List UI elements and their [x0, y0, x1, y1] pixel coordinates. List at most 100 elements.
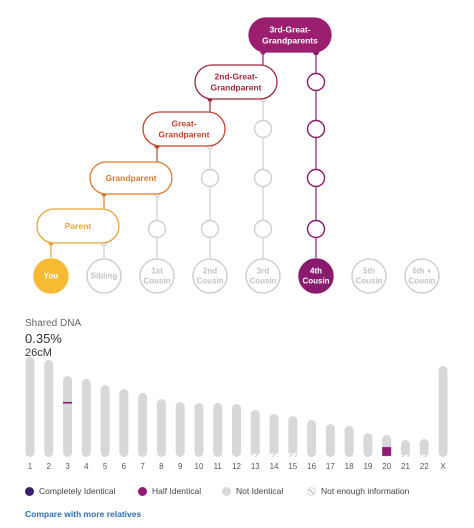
chromosome-10[interactable]: 10	[194, 403, 204, 471]
relative-label: Cousin	[249, 277, 276, 286]
legend-label: Half Identical	[152, 486, 202, 496]
chromosome-bar[interactable]	[175, 402, 185, 457]
chromosome-bar[interactable]	[232, 404, 241, 457]
chromosome-1[interactable]: 1	[25, 357, 35, 471]
chromosome-bar[interactable]	[25, 357, 35, 457]
chromosome-bar[interactable]	[194, 403, 204, 457]
chromosome-bar[interactable]	[419, 439, 429, 457]
ancestor-label: 3rd-Great-	[269, 25, 310, 35]
chromosome-bar[interactable]	[307, 420, 317, 457]
chromosome-label: 1	[28, 462, 33, 471]
chromosome-label: 16	[307, 462, 316, 471]
chromosome-2[interactable]: 2	[44, 360, 54, 471]
chromosome-label: 22	[420, 462, 429, 471]
shared-dna-label: Shared DNA	[25, 318, 82, 329]
chromosome-18[interactable]: 18	[344, 426, 354, 471]
chromosome-bar[interactable]	[119, 389, 129, 457]
chromosome-20[interactable]: 20	[382, 435, 392, 471]
chromosome-bar[interactable]	[344, 426, 354, 457]
chromosome-bar[interactable]	[213, 403, 223, 457]
relative-label: Cousin	[143, 277, 170, 286]
lineage-node	[200, 168, 220, 188]
ancestor-label: Grandparents	[262, 36, 318, 46]
legend-completely-identical: Completely Identical	[25, 486, 116, 496]
half-identical-segment	[63, 401, 73, 404]
chromosome-6[interactable]: 6	[119, 389, 129, 471]
chromosome-label: 7	[140, 462, 145, 471]
chromosome-11[interactable]: 11	[213, 403, 222, 471]
chromosome-bar[interactable]	[63, 376, 73, 457]
chromosome-bar[interactable]	[250, 410, 260, 457]
chromosome-X[interactable]: X	[438, 366, 448, 471]
relative-node[interactable]: 6th +Cousin	[404, 258, 440, 294]
relative-label: Cousin	[302, 277, 329, 286]
legend-label: Completely Identical	[39, 486, 116, 496]
chromosome-bar[interactable]	[81, 379, 91, 457]
ancestor-node: Parent	[36, 208, 120, 244]
chromosome-bar[interactable]	[363, 433, 373, 457]
chromosome-bar[interactable]	[325, 424, 335, 457]
chromosome-bar[interactable]	[400, 440, 410, 457]
legend-not-identical: Not Identical	[222, 486, 283, 496]
chromosome-label: 5	[103, 462, 108, 471]
shared-dna-percent: 0.35%	[25, 331, 62, 346]
chromosome-19[interactable]: 19	[363, 433, 373, 471]
ancestor-label: Parent	[65, 221, 92, 231]
chromosome-bar[interactable]	[156, 399, 166, 457]
ancestor-label: 2nd-Great-	[215, 72, 258, 82]
chromosome-label: 6	[122, 462, 127, 471]
chromosome-15[interactable]: 15	[288, 416, 298, 471]
chromosome-16[interactable]: 16	[307, 420, 317, 471]
chromosome-label: 17	[326, 462, 335, 471]
chromosome-21[interactable]: 21	[400, 440, 410, 471]
chromosome-12[interactable]: 12	[232, 404, 241, 471]
relative-node[interactable]: You	[33, 258, 69, 294]
lineage-node	[253, 119, 273, 139]
compare-relatives-link[interactable]: Compare with more relatives	[25, 509, 142, 519]
not-identical-swatch-icon	[222, 486, 231, 496]
chromosome-8[interactable]: 8	[156, 399, 166, 471]
ancestor-node: Grandparent	[89, 161, 173, 195]
chromosome-9[interactable]: 9	[175, 402, 185, 471]
chromosome-7[interactable]: 7	[138, 393, 148, 471]
relative-label: You	[44, 272, 59, 281]
chromosome-bar[interactable]	[438, 366, 448, 457]
chromosome-label: 8	[159, 462, 164, 471]
chromosome-label: 13	[251, 462, 260, 471]
ancestor-node: Great-Grandparent	[142, 111, 226, 147]
chromosome-bar[interactable]	[269, 414, 279, 457]
lineage-node	[253, 219, 273, 239]
lineage-node	[147, 219, 167, 239]
chromosome-label: 20	[382, 462, 391, 471]
half-identical-swatch-icon	[138, 486, 147, 496]
chromosome-22[interactable]: 22	[419, 439, 429, 471]
chromosome-5[interactable]: 5	[100, 385, 110, 471]
chromosome-label: 9	[178, 462, 183, 471]
not-enough-segment	[419, 454, 429, 457]
chromosome-bar[interactable]	[100, 385, 110, 457]
chromosome-17[interactable]: 17	[325, 424, 335, 471]
relative-node[interactable]: Sibling	[86, 258, 122, 294]
chromosome-bar[interactable]	[138, 393, 148, 457]
legend: Completely Identical Half Identical Not …	[25, 486, 474, 498]
chromosome-label: 14	[270, 462, 279, 471]
chromosome-13[interactable]: 13	[250, 410, 260, 471]
not-enough-segment	[400, 454, 410, 457]
legend-label: Not Identical	[236, 486, 284, 496]
chromosome-14[interactable]: 14	[269, 414, 279, 471]
shared-dna-cm: 26cM	[25, 347, 52, 359]
relative-label: Cousin	[196, 277, 223, 286]
chromosome-bar[interactable]	[288, 416, 298, 457]
chromosome-label: 15	[288, 462, 297, 471]
not-enough-swatch-icon	[307, 486, 316, 496]
chromosome-4[interactable]: 4	[81, 379, 91, 471]
chromosome-3[interactable]: 3	[63, 376, 73, 471]
chromosome-label: 12	[232, 462, 241, 471]
lineage-node	[253, 168, 273, 188]
chromosome-bar[interactable]	[44, 360, 54, 457]
